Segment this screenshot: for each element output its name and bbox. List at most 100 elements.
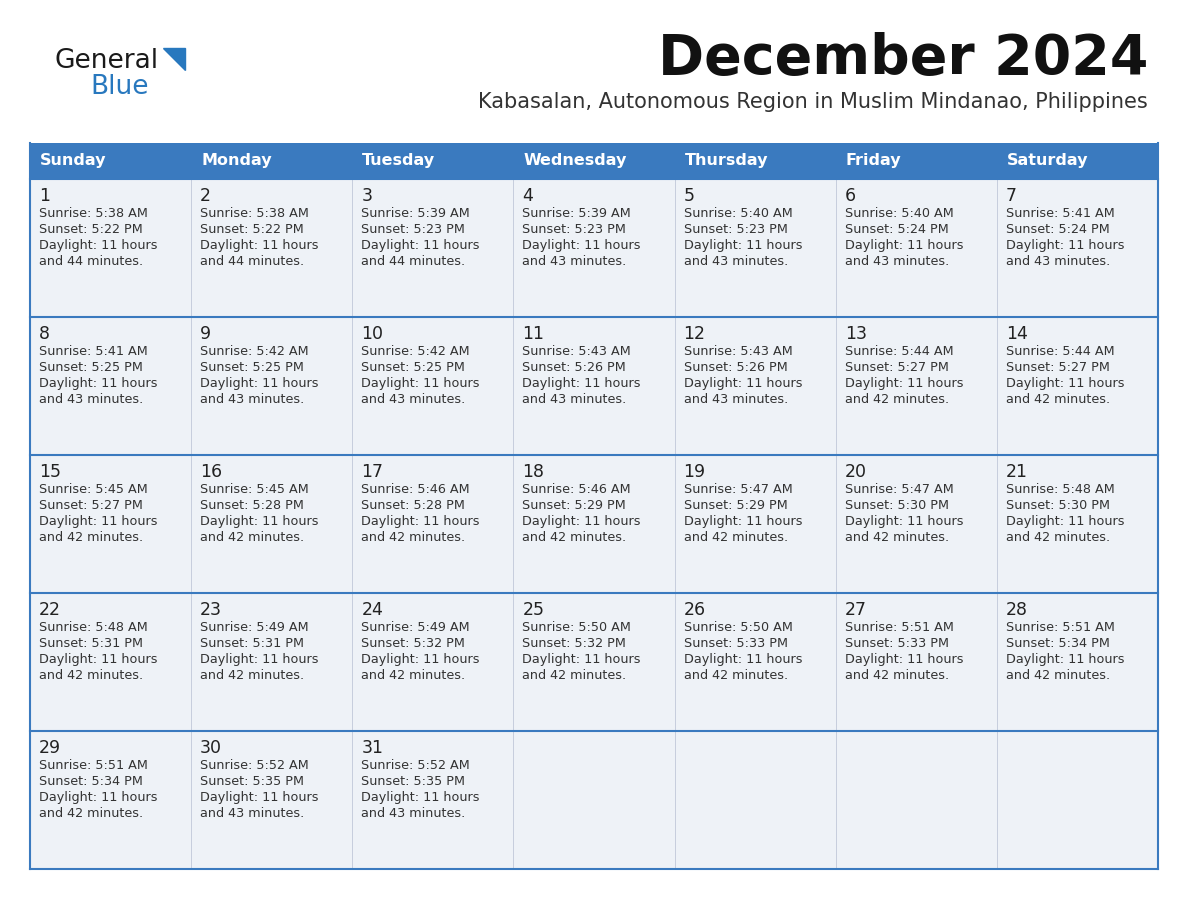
Bar bbox=[675, 179, 835, 317]
Text: 1: 1 bbox=[39, 187, 50, 205]
Text: Sunset: 5:27 PM: Sunset: 5:27 PM bbox=[39, 499, 143, 512]
Bar bbox=[675, 731, 835, 869]
Text: 11: 11 bbox=[523, 325, 544, 343]
Text: Sunset: 5:33 PM: Sunset: 5:33 PM bbox=[845, 637, 949, 650]
Text: and 43 minutes.: and 43 minutes. bbox=[200, 807, 304, 820]
Text: Sunrise: 5:51 AM: Sunrise: 5:51 AM bbox=[1006, 621, 1114, 634]
Text: and 42 minutes.: and 42 minutes. bbox=[845, 393, 949, 406]
Text: and 43 minutes.: and 43 minutes. bbox=[361, 393, 466, 406]
Text: Tuesday: Tuesday bbox=[362, 153, 436, 169]
Text: and 42 minutes.: and 42 minutes. bbox=[200, 669, 304, 682]
Text: Sunrise: 5:47 AM: Sunrise: 5:47 AM bbox=[845, 483, 954, 496]
Text: Sunset: 5:23 PM: Sunset: 5:23 PM bbox=[683, 223, 788, 236]
Text: Sunset: 5:26 PM: Sunset: 5:26 PM bbox=[683, 361, 788, 374]
Bar bbox=[191, 317, 353, 455]
Bar bbox=[191, 593, 353, 731]
Text: Sunset: 5:28 PM: Sunset: 5:28 PM bbox=[361, 499, 466, 512]
Text: 22: 22 bbox=[39, 601, 61, 619]
Text: Sunrise: 5:48 AM: Sunrise: 5:48 AM bbox=[39, 621, 147, 634]
Text: Sunrise: 5:52 AM: Sunrise: 5:52 AM bbox=[200, 759, 309, 772]
Text: Sunset: 5:31 PM: Sunset: 5:31 PM bbox=[200, 637, 304, 650]
Text: and 42 minutes.: and 42 minutes. bbox=[523, 531, 626, 544]
Text: Daylight: 11 hours: Daylight: 11 hours bbox=[361, 653, 480, 666]
Polygon shape bbox=[163, 48, 185, 70]
Text: Sunset: 5:33 PM: Sunset: 5:33 PM bbox=[683, 637, 788, 650]
Text: Kabasalan, Autonomous Region in Muslim Mindanao, Philippines: Kabasalan, Autonomous Region in Muslim M… bbox=[479, 92, 1148, 112]
Text: Daylight: 11 hours: Daylight: 11 hours bbox=[845, 377, 963, 390]
Text: and 43 minutes.: and 43 minutes. bbox=[523, 255, 627, 268]
Text: and 43 minutes.: and 43 minutes. bbox=[1006, 255, 1110, 268]
Bar bbox=[513, 731, 675, 869]
Text: and 42 minutes.: and 42 minutes. bbox=[683, 531, 788, 544]
Text: Sunrise: 5:42 AM: Sunrise: 5:42 AM bbox=[200, 345, 309, 358]
Bar bbox=[353, 143, 513, 179]
Bar bbox=[835, 317, 997, 455]
Bar bbox=[191, 731, 353, 869]
Text: Sunrise: 5:47 AM: Sunrise: 5:47 AM bbox=[683, 483, 792, 496]
Text: Sunset: 5:25 PM: Sunset: 5:25 PM bbox=[200, 361, 304, 374]
Bar bbox=[513, 179, 675, 317]
Text: Sunrise: 5:46 AM: Sunrise: 5:46 AM bbox=[361, 483, 470, 496]
Text: Saturday: Saturday bbox=[1007, 153, 1088, 169]
Text: and 43 minutes.: and 43 minutes. bbox=[39, 393, 144, 406]
Text: Sunset: 5:23 PM: Sunset: 5:23 PM bbox=[523, 223, 626, 236]
Text: Daylight: 11 hours: Daylight: 11 hours bbox=[1006, 515, 1124, 528]
Text: Sunrise: 5:45 AM: Sunrise: 5:45 AM bbox=[200, 483, 309, 496]
Text: Daylight: 11 hours: Daylight: 11 hours bbox=[39, 239, 158, 252]
Text: 31: 31 bbox=[361, 739, 384, 757]
Bar bbox=[191, 455, 353, 593]
Text: 17: 17 bbox=[361, 463, 384, 481]
Bar bbox=[997, 179, 1158, 317]
Bar bbox=[835, 179, 997, 317]
Text: Daylight: 11 hours: Daylight: 11 hours bbox=[1006, 377, 1124, 390]
Text: 16: 16 bbox=[200, 463, 222, 481]
Text: Sunrise: 5:49 AM: Sunrise: 5:49 AM bbox=[361, 621, 470, 634]
Text: Sunset: 5:25 PM: Sunset: 5:25 PM bbox=[39, 361, 143, 374]
Text: Daylight: 11 hours: Daylight: 11 hours bbox=[200, 239, 318, 252]
Bar bbox=[513, 143, 675, 179]
Text: and 42 minutes.: and 42 minutes. bbox=[845, 669, 949, 682]
Text: and 43 minutes.: and 43 minutes. bbox=[683, 255, 788, 268]
Text: and 44 minutes.: and 44 minutes. bbox=[200, 255, 304, 268]
Text: 14: 14 bbox=[1006, 325, 1028, 343]
Text: Sunrise: 5:50 AM: Sunrise: 5:50 AM bbox=[683, 621, 792, 634]
Text: and 44 minutes.: and 44 minutes. bbox=[39, 255, 143, 268]
Bar bbox=[513, 593, 675, 731]
Bar bbox=[675, 593, 835, 731]
Text: and 42 minutes.: and 42 minutes. bbox=[39, 669, 143, 682]
Text: Daylight: 11 hours: Daylight: 11 hours bbox=[361, 239, 480, 252]
Text: Sunset: 5:32 PM: Sunset: 5:32 PM bbox=[523, 637, 626, 650]
Text: 24: 24 bbox=[361, 601, 384, 619]
Text: Daylight: 11 hours: Daylight: 11 hours bbox=[39, 653, 158, 666]
Text: 20: 20 bbox=[845, 463, 867, 481]
Text: and 42 minutes.: and 42 minutes. bbox=[1006, 393, 1110, 406]
Text: Sunset: 5:26 PM: Sunset: 5:26 PM bbox=[523, 361, 626, 374]
Text: Sunset: 5:27 PM: Sunset: 5:27 PM bbox=[845, 361, 948, 374]
Text: Daylight: 11 hours: Daylight: 11 hours bbox=[1006, 239, 1124, 252]
Text: 7: 7 bbox=[1006, 187, 1017, 205]
Bar bbox=[30, 593, 191, 731]
Text: Wednesday: Wednesday bbox=[524, 153, 627, 169]
Text: 4: 4 bbox=[523, 187, 533, 205]
Text: Sunrise: 5:39 AM: Sunrise: 5:39 AM bbox=[361, 207, 470, 220]
Bar bbox=[513, 317, 675, 455]
Text: 30: 30 bbox=[200, 739, 222, 757]
Text: Sunrise: 5:46 AM: Sunrise: 5:46 AM bbox=[523, 483, 631, 496]
Bar bbox=[30, 143, 191, 179]
Bar bbox=[513, 455, 675, 593]
Text: 29: 29 bbox=[39, 739, 61, 757]
Text: Daylight: 11 hours: Daylight: 11 hours bbox=[1006, 653, 1124, 666]
Text: Blue: Blue bbox=[90, 74, 148, 100]
Text: 28: 28 bbox=[1006, 601, 1028, 619]
Text: Daylight: 11 hours: Daylight: 11 hours bbox=[683, 653, 802, 666]
Bar bbox=[997, 143, 1158, 179]
Text: and 42 minutes.: and 42 minutes. bbox=[361, 669, 466, 682]
Bar bbox=[675, 143, 835, 179]
Text: 25: 25 bbox=[523, 601, 544, 619]
Text: Daylight: 11 hours: Daylight: 11 hours bbox=[361, 377, 480, 390]
Text: 26: 26 bbox=[683, 601, 706, 619]
Bar bbox=[835, 593, 997, 731]
Bar bbox=[997, 317, 1158, 455]
Text: Daylight: 11 hours: Daylight: 11 hours bbox=[523, 377, 642, 390]
Text: Daylight: 11 hours: Daylight: 11 hours bbox=[39, 791, 158, 804]
